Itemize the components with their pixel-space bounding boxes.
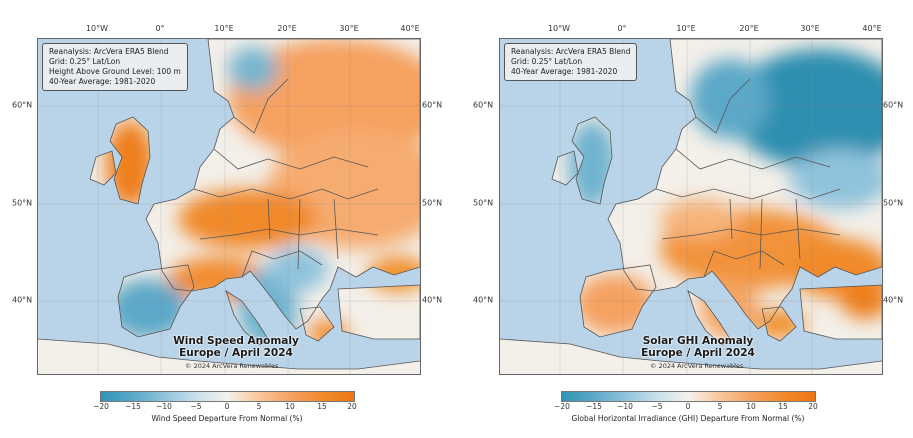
lon-label: 10°E	[214, 24, 234, 33]
colorbar-tick: 0	[224, 402, 230, 411]
title-line2: Europe / April 2024	[641, 347, 755, 359]
lon-label: 40°E	[400, 24, 420, 33]
colorbar-tick: 0	[685, 402, 691, 411]
lat-label: 40°N	[12, 295, 33, 305]
lat-label: 50°N	[422, 198, 443, 208]
lat-label: 60°N	[883, 100, 904, 110]
colorbar-tick: 5	[717, 402, 723, 411]
lat-label: 60°N	[422, 100, 443, 110]
solar-anomaly-map: Reanalysis: ArcVera ERA5 Blend Grid: 0.2…	[499, 38, 883, 375]
solar-map-graphic	[500, 39, 882, 374]
copyright: © 2024 ArcVera Renewables	[650, 362, 744, 370]
lat-label: 60°N	[473, 100, 494, 110]
wind-anomaly-map: Reanalysis: ArcVera ERA5 Blend Grid: 0.2…	[37, 38, 421, 375]
lon-label: 10°W	[85, 24, 109, 33]
info-line: Grid: 0.25° Lat/Lon	[511, 57, 583, 66]
lat-label: 40°N	[473, 295, 494, 305]
colorbar-tick: 15	[778, 402, 788, 411]
colorbar-tick: 10	[746, 402, 756, 411]
solar-colorbar	[561, 391, 816, 402]
wind-colorbar-label: Wind Speed Departure From Normal (%)	[151, 414, 303, 423]
info-line: Reanalysis: ArcVera ERA5 Blend	[511, 47, 631, 56]
lon-label: 20°E	[739, 24, 759, 33]
info-line: Height Above Ground Level: 100 m	[49, 67, 181, 76]
lon-label: 10°E	[676, 24, 696, 33]
wind-map-title: Wind Speed Anomaly Europe / April 2024	[166, 335, 306, 359]
title-line2: Europe / April 2024	[179, 347, 293, 359]
lon-label: 0°	[155, 24, 165, 33]
copyright: © 2024 ArcVera Renewables	[185, 362, 279, 370]
colorbar-tick: −15	[586, 402, 602, 411]
info-line: 40-Year Average: 1981-2020	[511, 67, 618, 76]
solar-info-box: Reanalysis: ArcVera ERA5 Blend Grid: 0.2…	[504, 43, 638, 81]
lon-label: 10°W	[547, 24, 571, 33]
graticule	[500, 39, 882, 374]
info-line: Reanalysis: ArcVera ERA5 Blend	[49, 47, 169, 56]
info-line: 40-Year Average: 1981-2020	[49, 77, 156, 86]
wind-anomaly-panel: 10°W 0° 10°E 20°E 30°E 40°E 60°N 50°N 40…	[0, 0, 456, 438]
colorbar-tick: 20	[347, 402, 357, 411]
wind-map-graphic	[38, 39, 420, 374]
title-line1: Wind Speed Anomaly	[173, 335, 299, 347]
lon-label: 0°	[617, 24, 627, 33]
colorbar-tick: −15	[125, 402, 141, 411]
wind-colorbar	[100, 391, 355, 402]
colorbar-tick: −10	[617, 402, 633, 411]
lon-label: 40°E	[862, 24, 882, 33]
lat-label: 60°N	[12, 100, 33, 110]
lat-label: 40°N	[883, 295, 904, 305]
lat-label: 40°N	[422, 295, 443, 305]
colorbar-tick: −10	[156, 402, 172, 411]
colorbar-tick: −5	[651, 402, 663, 411]
lon-label: 30°E	[800, 24, 820, 33]
colorbar-tick: −20	[93, 402, 109, 411]
colorbar-tick: 20	[808, 402, 818, 411]
colorbar-tick: 5	[256, 402, 262, 411]
graticule	[38, 39, 420, 374]
colorbar-tick: 10	[285, 402, 295, 411]
solar-colorbar-label: Global Horizontal Irradiance (GHI) Depar…	[571, 414, 805, 423]
lat-label: 50°N	[12, 198, 33, 208]
lon-label: 30°E	[339, 24, 359, 33]
wind-info-box: Reanalysis: ArcVera ERA5 Blend Grid: 0.2…	[42, 43, 188, 91]
lat-label: 50°N	[473, 198, 494, 208]
lon-label: 20°E	[277, 24, 297, 33]
solar-map-title: Solar GHI Anomaly Europe / April 2024	[628, 335, 768, 359]
title-line1: Solar GHI Anomaly	[642, 335, 754, 347]
lat-label: 50°N	[883, 198, 904, 208]
colorbar-tick: 15	[317, 402, 327, 411]
info-line: Grid: 0.25° Lat/Lon	[49, 57, 121, 66]
solar-anomaly-panel: 10°W 0° 10°E 20°E 30°E 40°E 60°N 50°N 40…	[457, 0, 913, 438]
colorbar-tick: −20	[554, 402, 570, 411]
colorbar-tick: −5	[190, 402, 202, 411]
